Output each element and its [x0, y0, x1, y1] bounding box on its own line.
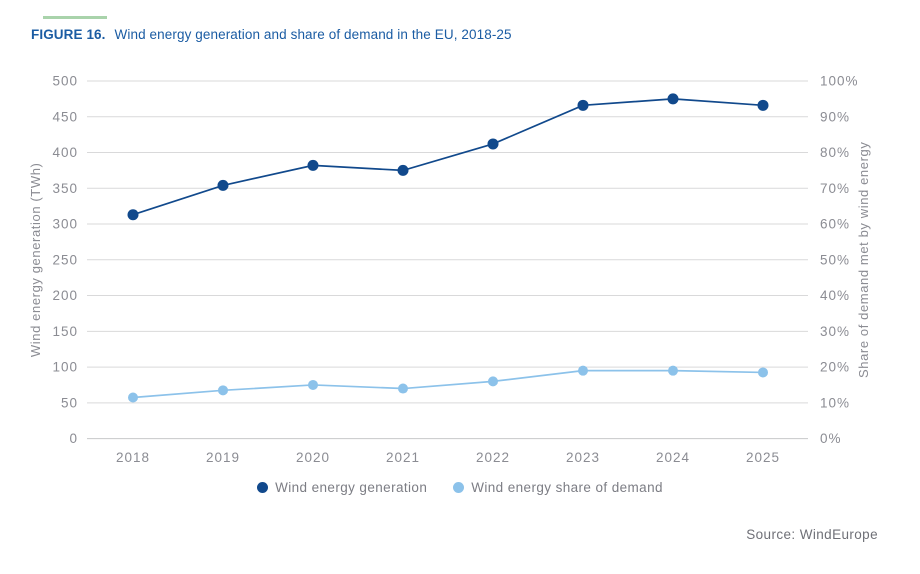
x-axis-tick-label: 2019 — [206, 450, 240, 465]
y-axis-tick-label: 100 — [52, 360, 78, 375]
data-point — [308, 379, 318, 390]
y-axis-tick-label: 250 — [52, 252, 78, 267]
y2-axis-tick-label: 40% — [820, 288, 850, 303]
accent-bar — [43, 16, 107, 19]
legend-dot-share-icon — [453, 482, 465, 493]
x-axis-tick-label: 2025 — [746, 450, 780, 465]
line-chart: 500 100%450 90%400 80%350 70%300 60%250 50%200… — [28, 74, 871, 466]
data-point — [757, 99, 769, 111]
data-point — [667, 93, 679, 105]
y-axis-tick-label: 450 — [52, 109, 78, 124]
data-point — [487, 138, 499, 150]
series-line-1 — [132, 369, 764, 399]
legend-label-generation: Wind energy generation — [275, 480, 428, 495]
y2-axis-tick-label: 80% — [820, 145, 850, 160]
legend-item-share: Wind energy share of demand — [453, 480, 663, 495]
y2-axis-tick-label: 70% — [820, 181, 850, 196]
figure-title: FIGURE 16. Wind energy generation and sha… — [31, 27, 512, 42]
y2-axis-tick-label: 30% — [820, 324, 850, 339]
y2-axis-tick-label: 10% — [820, 395, 850, 410]
x-axis-tick-label: 2024 — [656, 450, 690, 465]
y2-axis-title: Share of demand met by wind energy — [856, 142, 871, 378]
figure-label: FIGURE 16. — [31, 27, 106, 42]
chart-legend: Wind energy generation Wind energy share… — [0, 480, 920, 495]
data-point — [217, 179, 229, 191]
data-point — [128, 392, 138, 403]
data-point — [218, 385, 228, 396]
y-axis-tick-label: 350 — [52, 181, 78, 196]
data-point — [127, 209, 139, 221]
y-axis-tick-label: 300 — [52, 217, 78, 232]
x-axis-tick-label: 2020 — [296, 450, 330, 465]
series-line-0 — [132, 98, 764, 216]
y2-axis-tick-label: 0% — [820, 431, 842, 446]
legend-dot-generation-icon — [257, 482, 269, 493]
legend-item-generation: Wind energy generation — [257, 480, 427, 495]
y-axis-tick-label: 0 — [69, 431, 78, 446]
data-point — [397, 164, 409, 176]
y2-axis-tick-label: 90% — [820, 109, 850, 124]
y2-axis-tick-label: 20% — [820, 360, 850, 375]
y-axis-tick-label: 500 — [52, 74, 78, 89]
data-point — [398, 383, 408, 394]
x-axis-tick-label: 2022 — [476, 450, 510, 465]
y-axis-title: Wind energy generation (TWh) — [28, 163, 43, 358]
data-point — [578, 365, 588, 376]
source-attribution: Source: WindEurope — [746, 527, 878, 542]
data-point — [307, 159, 319, 171]
data-point — [758, 367, 768, 378]
x-axis-tick-label: 2023 — [566, 450, 600, 465]
data-point — [668, 365, 678, 376]
y2-axis-tick-label: 60% — [820, 217, 850, 232]
y-axis-tick-label: 150 — [52, 324, 78, 339]
legend-label-share: Wind energy share of demand — [471, 480, 663, 495]
x-axis-tick-label: 2018 — [116, 450, 150, 465]
y-axis-tick-label: 400 — [52, 145, 78, 160]
y2-axis-tick-label: 50% — [820, 252, 850, 267]
x-axis-tick-label: 2021 — [386, 450, 420, 465]
figure-title-text: Wind energy generation and share of dema… — [114, 27, 512, 42]
y2-axis-tick-label: 100% — [820, 74, 859, 89]
y-axis-tick-label: 200 — [52, 288, 78, 303]
y-axis-tick-label: 50 — [61, 395, 78, 410]
data-point — [488, 376, 498, 387]
data-point — [577, 99, 589, 111]
